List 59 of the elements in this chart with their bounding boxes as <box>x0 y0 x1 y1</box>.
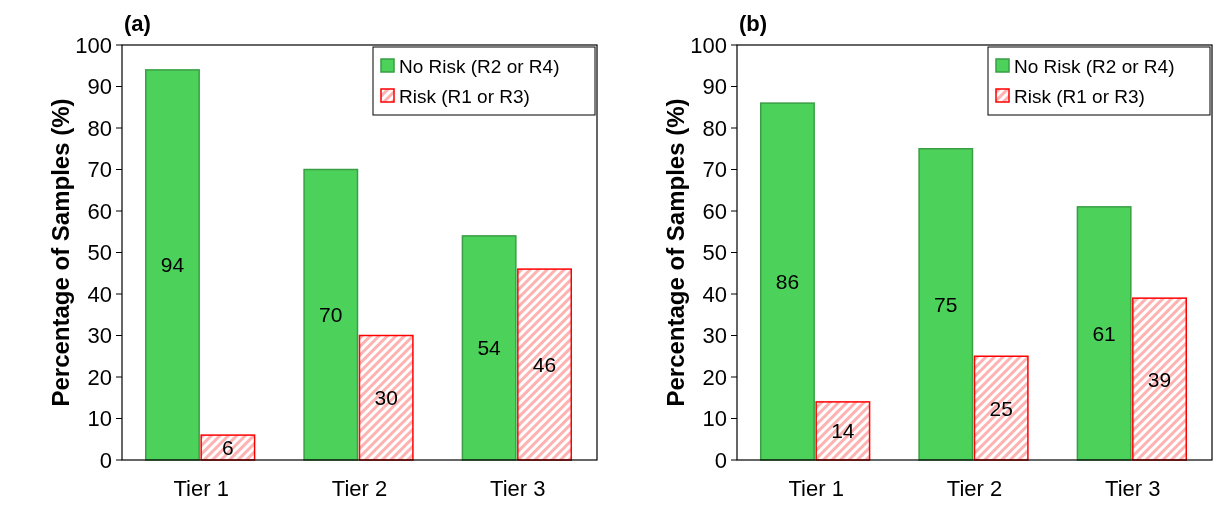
legend-label: No Risk (R2 or R4) <box>399 55 560 77</box>
data-label: 54 <box>477 336 502 360</box>
data-label: 39 <box>1147 367 1172 391</box>
y-tick-label: 40 <box>87 281 112 307</box>
y-tick-label: 90 <box>87 74 112 99</box>
y-tick-label: 80 <box>87 115 112 141</box>
y-tick-label: 70 <box>87 157 112 182</box>
y-tick-label: 90 <box>702 74 727 99</box>
data-label: 14 <box>831 419 855 443</box>
data-label: 61 <box>1092 321 1116 345</box>
y-tick-label: 60 <box>702 198 727 224</box>
bar <box>1132 297 1187 461</box>
data-label: 86 <box>775 270 800 294</box>
y-tick-label: 50 <box>702 240 727 265</box>
legend-label: No Risk (R2 or R4) <box>1014 55 1175 77</box>
y-tick-label: 100 <box>75 32 112 58</box>
x-tick-label: Tier 3 <box>1105 475 1161 501</box>
bar <box>815 401 871 461</box>
data-label: 75 <box>934 292 958 316</box>
y-tick-label: 40 <box>702 281 727 307</box>
x-tick-label: Tier 2 <box>946 475 1003 501</box>
legend-label: Risk (R1 or R3) <box>1014 85 1145 107</box>
data-label: 46 <box>532 353 557 377</box>
x-tick-label: Tier 2 <box>331 475 388 501</box>
y-tick-label: 70 <box>702 157 727 182</box>
y-tick-label: 100 <box>690 32 727 58</box>
bar <box>461 235 517 461</box>
y-tick-label: 10 <box>702 406 727 431</box>
chart-title: (a) <box>124 11 151 36</box>
y-tick-label: 20 <box>702 364 727 390</box>
data-label: 25 <box>989 396 1013 420</box>
x-tick-label: Tier 1 <box>173 475 229 501</box>
bar <box>918 148 974 461</box>
y-tick-label: 80 <box>702 115 727 141</box>
legend-label: Risk (R1 or R3) <box>399 85 530 107</box>
y-tick-label: 30 <box>87 323 112 348</box>
bar <box>973 355 1029 461</box>
bar <box>303 168 359 461</box>
x-tick-label: Tier 1 <box>788 475 844 501</box>
y-axis-title: Percentage of Samples (%) <box>46 98 74 407</box>
x-tick-label: Tier 3 <box>490 475 546 501</box>
data-label: 30 <box>374 386 398 410</box>
bar <box>358 334 414 461</box>
y-tick-label: 0 <box>714 447 727 473</box>
y-tick-label: 20 <box>87 364 112 390</box>
chart-title: (b) <box>739 11 768 36</box>
y-axis-title: Percentage of Samples (%) <box>661 98 689 407</box>
y-tick-label: 30 <box>702 323 727 348</box>
y-tick-label: 50 <box>87 240 112 265</box>
y-tick-label: 10 <box>87 406 112 431</box>
y-tick-label: 0 <box>99 447 112 473</box>
bar <box>517 268 572 461</box>
data-label: 94 <box>160 253 185 277</box>
data-label: 6 <box>222 436 234 460</box>
bar <box>145 69 200 461</box>
bar <box>760 102 815 461</box>
data-label: 70 <box>319 303 343 327</box>
bar <box>1076 206 1132 461</box>
y-tick-label: 60 <box>87 198 112 224</box>
